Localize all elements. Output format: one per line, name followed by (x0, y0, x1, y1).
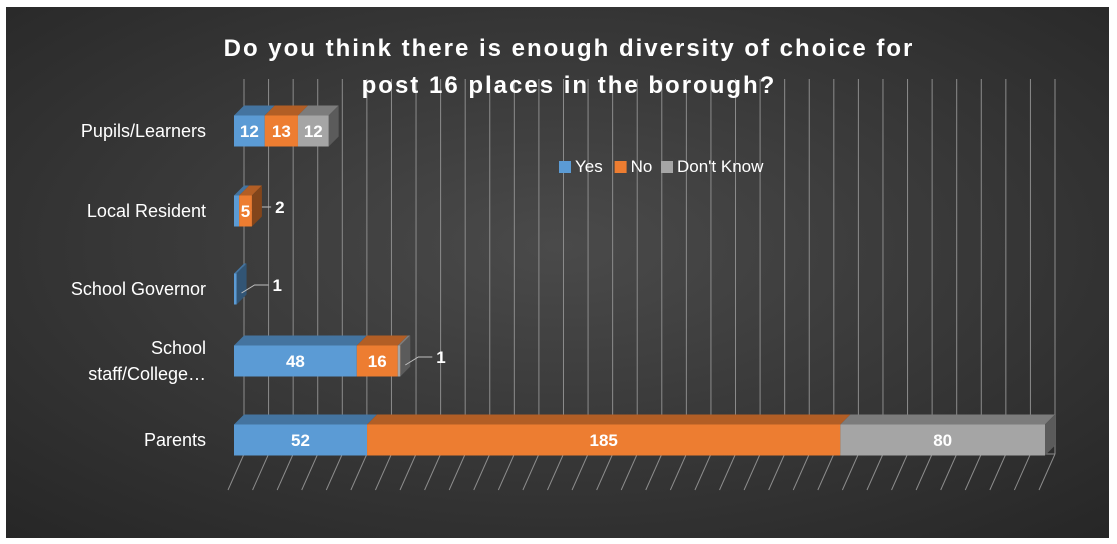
gridline-floor (989, 453, 1007, 491)
gridline-floor (964, 453, 982, 491)
bar-pupils-learners-don-t-know-top (297, 105, 339, 116)
data-label: 1 (436, 348, 445, 367)
data-label: 5 (241, 202, 250, 221)
category-label: School (151, 338, 206, 358)
bar-parents-no (367, 424, 841, 456)
category-label: Local Resident (87, 201, 206, 221)
category-label: School Governor (71, 279, 206, 299)
category-label: staff/College… (88, 364, 206, 384)
gridline-floor (891, 453, 909, 491)
gridline-floor (276, 453, 294, 491)
title-layer: Do you think there is enough diversity o… (224, 35, 915, 99)
gridline-floor (374, 453, 392, 491)
gridline-floor (620, 453, 638, 491)
gridline-floor (1013, 453, 1031, 491)
bar-school-staff-college-yes-top (234, 335, 367, 346)
data-label-leader (405, 356, 433, 366)
category-layer: Pupils/Learners Local Resident School Gove… (71, 121, 206, 450)
data-label: 48 (286, 352, 305, 371)
gridline-floor (792, 453, 810, 491)
legend-layer: Yes No Don't Know (559, 157, 764, 176)
gridline-floor (227, 453, 245, 491)
gridline-floor (497, 453, 515, 491)
bar-layer: 12 13 12 2 5 1 48 16 1 52 185 80 (234, 105, 1055, 456)
data-label: 13 (272, 122, 291, 141)
gridline-floor (522, 453, 540, 491)
bar-parents-yes (234, 424, 368, 456)
bar-pupils-learners-don-t-know-side (328, 105, 339, 147)
bar-pupils-learners-yes (234, 115, 265, 147)
gridline-floor (596, 453, 614, 491)
gridline-floor (866, 453, 884, 491)
bar-parents-don-t-know-side (1045, 414, 1055, 456)
data-label: 52 (291, 431, 310, 450)
gridline-floor (1038, 453, 1056, 491)
bar-local-resident-no-top (239, 185, 262, 196)
chart-frame: 12 13 12 2 5 1 48 16 1 52 185 80 Pupils/Learners Loc… (6, 7, 1109, 538)
bar-school-staff-college-no-top (356, 335, 408, 346)
data-label: 12 (240, 122, 259, 141)
bar-school-staff-college-no (356, 345, 398, 377)
bar-pupils-learners-no (264, 115, 298, 147)
bar-local-resident-yes-top (234, 185, 250, 196)
chart-title: post 16 places in the borough? (362, 72, 777, 99)
bar-school-staff-college-yes (234, 345, 357, 377)
gridline-floor (694, 453, 712, 491)
gridline-floor (743, 453, 761, 491)
bar-parents-yes-top (234, 414, 378, 425)
legend-swatch-no (614, 161, 627, 173)
gridline-floor (350, 453, 368, 491)
category-label: Pupils/Learners (81, 121, 206, 141)
gridline-floor (645, 453, 663, 491)
bar-school-governor-yes (234, 273, 237, 305)
data-label: 16 (368, 352, 387, 371)
bar-pupils-learners-no-top (264, 105, 308, 116)
gridline-floor (301, 453, 319, 491)
bar-parents-no-top (367, 414, 851, 425)
gridline-floor (768, 453, 786, 491)
data-label: 1 (273, 276, 282, 295)
bar-local-resident-no-side (251, 185, 262, 227)
gridline-floor (719, 453, 736, 491)
gridline-floor (448, 453, 466, 491)
bar-local-resident-yes (234, 195, 240, 227)
legend-swatch-don-t-know (661, 161, 673, 173)
bar-school-governor-yes-top (234, 263, 247, 274)
bar-pupils-learners-don-t-know (297, 115, 329, 147)
gridline-floor (399, 453, 417, 491)
chart-title: Do you think there is enough diversity o… (224, 35, 915, 62)
data-label: 12 (304, 122, 323, 141)
gridline-floor (325, 453, 343, 491)
gridline-floor (252, 453, 270, 491)
gridline-floor (841, 453, 859, 491)
bar-pupils-learners-yes-top (234, 105, 275, 116)
gridline-floor (424, 453, 442, 491)
gridline-floor (547, 453, 564, 491)
bar-parents-don-t-know-top (840, 414, 1055, 425)
bar-local-resident-no (239, 195, 252, 227)
gridline-floor (571, 453, 589, 491)
data-label: 80 (933, 431, 952, 450)
category-label: Parents (144, 430, 206, 450)
bar-school-staff-college-don-t-know-top (397, 335, 411, 346)
legend-label: Don't Know (677, 157, 764, 176)
bar-school-staff-college-don-t-know-side (400, 335, 411, 377)
data-label: 185 (589, 431, 617, 450)
legend-label: Yes (575, 157, 603, 176)
chart-svg: 12 13 12 2 5 1 48 16 1 52 185 80 Pupils/Learners Loc… (6, 7, 1109, 538)
bar-parents-don-t-know (840, 424, 1045, 456)
data-label: 2 (275, 198, 284, 217)
data-label-leader (241, 284, 269, 294)
gridline-floor (669, 453, 687, 491)
gridline-floor (940, 453, 958, 491)
bar-school-governor-yes-side (236, 263, 247, 305)
gridline-floor (915, 453, 933, 491)
legend-label: No (631, 157, 653, 176)
legend-swatch-yes (559, 161, 571, 173)
gridline-floor (473, 453, 491, 491)
gridline-floor (817, 453, 835, 491)
bar-school-staff-college-don-t-know (397, 345, 401, 377)
